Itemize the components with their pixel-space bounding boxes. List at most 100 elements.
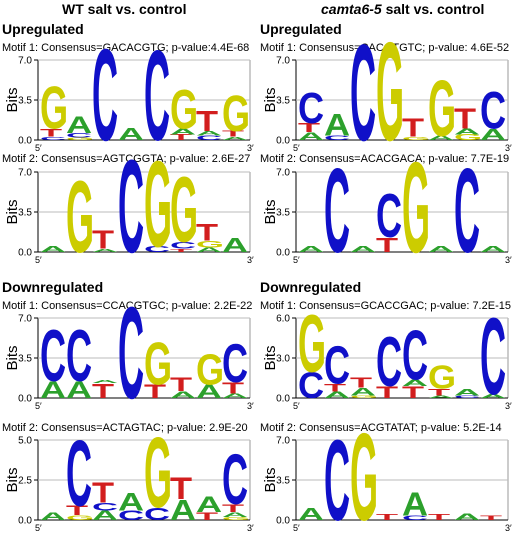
logo-letter-cytosine: C: [66, 316, 92, 397]
logo-letter-cytosine: C: [118, 132, 144, 281]
logo-letter-adenine: A: [40, 245, 66, 254]
logo-letter-cytosine: C: [402, 315, 428, 394]
logo-letter-adenine: A: [298, 505, 324, 525]
logo-letter-adenine: A: [480, 393, 506, 399]
logo-letter-guanine: G: [144, 418, 172, 530]
logo-letter-adenine: A: [66, 377, 92, 404]
logo-letter-thymine: T: [170, 471, 192, 506]
logo-letter-thymine: T: [222, 379, 244, 397]
x-end-label: 3′: [505, 523, 512, 533]
camta-down-motif2-label: Motif 2: Consensus=ACGTATAT; p-value: 5.…: [260, 422, 502, 434]
logo-letter-adenine: A: [480, 126, 506, 144]
camta-upregulated-heading: Upregulated: [260, 21, 342, 37]
logo-letter-thymine: T: [196, 510, 219, 523]
logo-letter-guanine: G: [170, 157, 198, 261]
logo-letter-thymine: T: [480, 515, 502, 522]
y-axis-label: Bits: [262, 467, 279, 492]
logo-letter-thymine: T: [376, 383, 398, 401]
logo-letter-guanine: G: [40, 74, 68, 142]
x-start-label: 5′: [293, 143, 300, 153]
y-tick-label: 3.5: [18, 354, 32, 365]
logo-letter-thymine: T: [222, 129, 244, 138]
y-tick-label: 7.0: [276, 436, 290, 447]
logo-letter-thymine: T: [92, 476, 114, 509]
logo-letter-adenine: A: [222, 511, 248, 519]
camta-up-motif2-logo: 0.0 3.5 7.0 Bits 5′ 3′ A C A T C G A C A: [258, 136, 516, 280]
logo-letter-thymine: T: [92, 380, 114, 403]
logo-letter-adenine: A: [324, 107, 350, 143]
logo-letter-adenine: A: [454, 511, 480, 522]
logo-letter-thymine: T: [170, 375, 192, 396]
logo-letter-guanine: G: [144, 136, 172, 273]
y-tick-label: 2.5: [18, 476, 32, 487]
logo-letter-cytosine: C: [170, 240, 196, 251]
logo-letter-thymine: T: [376, 234, 398, 257]
y-tick-label: 0.0: [18, 516, 32, 527]
logo-letter-adenine: A: [222, 234, 248, 257]
logo-letter-cytosine: C: [144, 24, 170, 167]
logo-letter-thymine: T: [428, 513, 450, 522]
logo-letter-adenine: A: [454, 127, 480, 136]
logo-letter-guanine: G: [222, 86, 250, 143]
logo-letter-adenine: A: [428, 395, 454, 399]
logo-letter-adenine: A: [92, 379, 118, 384]
logo-letter-cytosine: C: [118, 281, 144, 427]
logo-letter-thymine: T: [170, 248, 192, 253]
y-tick-label: 3.5: [18, 208, 32, 219]
logo-letter-guanine: G: [402, 136, 430, 141]
y-tick-label: 3.0: [276, 354, 290, 365]
logo-letter-guanine: G: [196, 239, 224, 250]
y-tick-label: 7.0: [276, 56, 290, 67]
x-end-label: 3′: [505, 143, 512, 153]
y-tick-label: 0.0: [18, 394, 32, 405]
y-tick-label: 7.0: [18, 168, 32, 179]
logo-letter-guanine: G: [66, 161, 94, 274]
logo-letter-thymine: T: [92, 226, 114, 255]
x-end-label: 3′: [247, 255, 254, 265]
y-tick-label: 0.0: [276, 248, 290, 259]
logo-letter-thymine: T: [196, 104, 218, 137]
logo-letter-adenine: A: [196, 381, 222, 402]
y-tick-label: 0.0: [276, 394, 290, 405]
logo-letter-guanine: G: [66, 137, 94, 140]
wt-down-motif1-logo: 0.0 3.5 7.0 Bits 5′ 3′ A C A C T A C T G A T A G A T C: [0, 281, 258, 427]
logo-letter-thymine: T: [454, 102, 476, 135]
logo-letter-thymine: T: [402, 114, 424, 143]
camta-up-motif2-label: Motif 2: Consensus=ACACGACA; p-value: 7.…: [260, 153, 510, 165]
x-end-label: 3′: [247, 143, 254, 153]
logo-letter-adenine: A: [196, 130, 222, 137]
y-axis-label: Bits: [4, 345, 21, 370]
camta-down-motif1-label: Motif 1: Consensus=GCACCGAC; p-value: 7.…: [260, 300, 511, 312]
x-start-label: 5′: [35, 401, 42, 411]
logo-letter-guanine: G: [350, 409, 378, 539]
logo-letter-adenine: A: [196, 493, 222, 518]
logo-letter-adenine: A: [454, 387, 480, 398]
y-axis-label: Bits: [262, 87, 279, 112]
logo-letter-adenine: A: [118, 125, 144, 145]
logo-letter-adenine: A: [40, 510, 66, 523]
y-tick-label: 7.0: [18, 314, 32, 325]
y-tick-label: 3.5: [276, 96, 290, 107]
x-start-label: 5′: [293, 401, 300, 411]
logo-letter-thymine: T: [170, 133, 192, 142]
logo-letter-cytosine: C: [66, 422, 92, 526]
logo-letter-adenine: A: [222, 136, 248, 141]
logo-letter-guanine: G: [428, 359, 456, 397]
logo-letter-cytosine: C: [480, 81, 506, 140]
logo-letter-cytosine: C: [40, 136, 66, 141]
logo-letter-adenine: A: [40, 377, 66, 404]
logo-letter-adenine: A: [480, 245, 506, 254]
logo-letter-cytosine: C: [454, 144, 480, 278]
logo-letter-thymine: T: [376, 513, 398, 522]
x-end-label: 3′: [505, 255, 512, 265]
logo-letter-adenine: A: [118, 488, 144, 516]
wt-up-motif1-logo: 0.0 3.5 7.0 Bits 5′ 3′ C T G G C A C A C T A G C A T A T G: [0, 23, 258, 169]
camta-down-motif1-logo: 0.0 3.0 6.0 Bits 5′ 3′ C G A T C G A T T C T A C A T G C A A C: [258, 296, 516, 418]
logo-letter-cytosine: C: [92, 500, 118, 513]
logo-letter-cytosine: C: [376, 322, 402, 401]
